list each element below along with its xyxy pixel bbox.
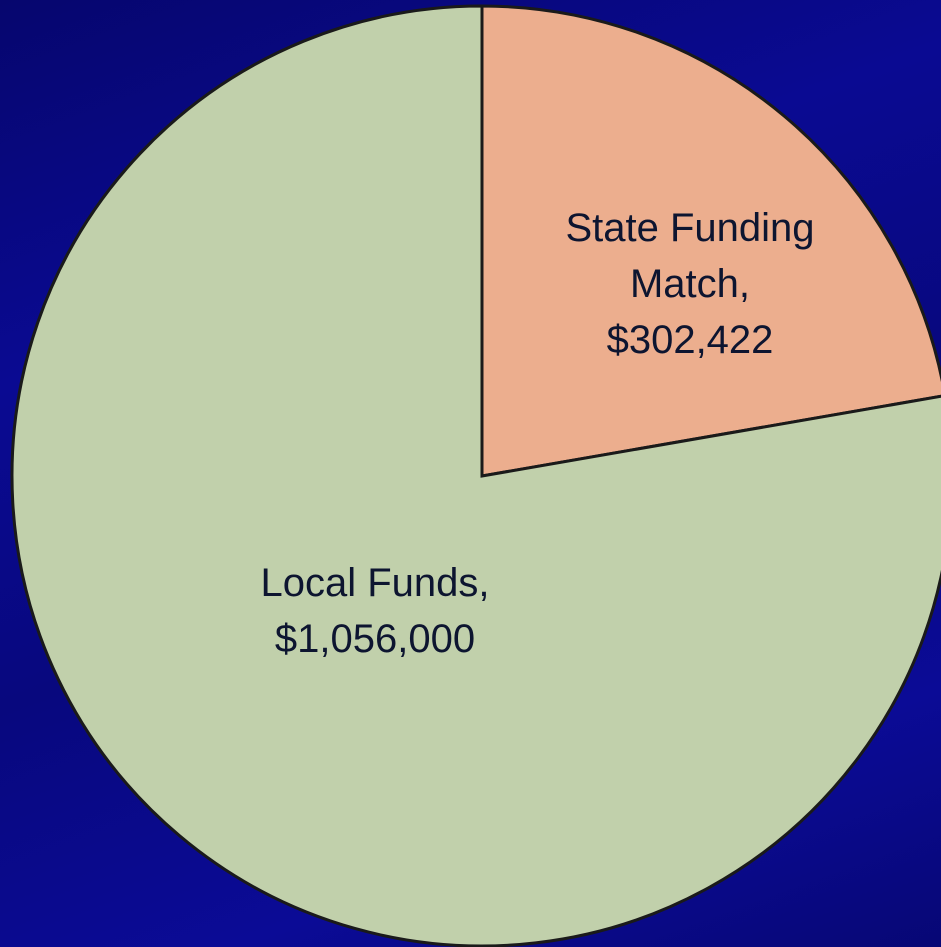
- value-label: $302,422: [606, 318, 774, 362]
- data-label: State Funding Match, $302,422: [530, 200, 850, 368]
- data-label: Local Funds, $1,056,000: [225, 555, 525, 667]
- value-label: $1,056,000: [274, 617, 476, 661]
- pie-slice: [480, 4, 941, 478]
- category-label: State Funding Match,: [565, 206, 815, 306]
- category-label: Local Funds,: [260, 561, 490, 605]
- pie-slice: [10, 4, 941, 947]
